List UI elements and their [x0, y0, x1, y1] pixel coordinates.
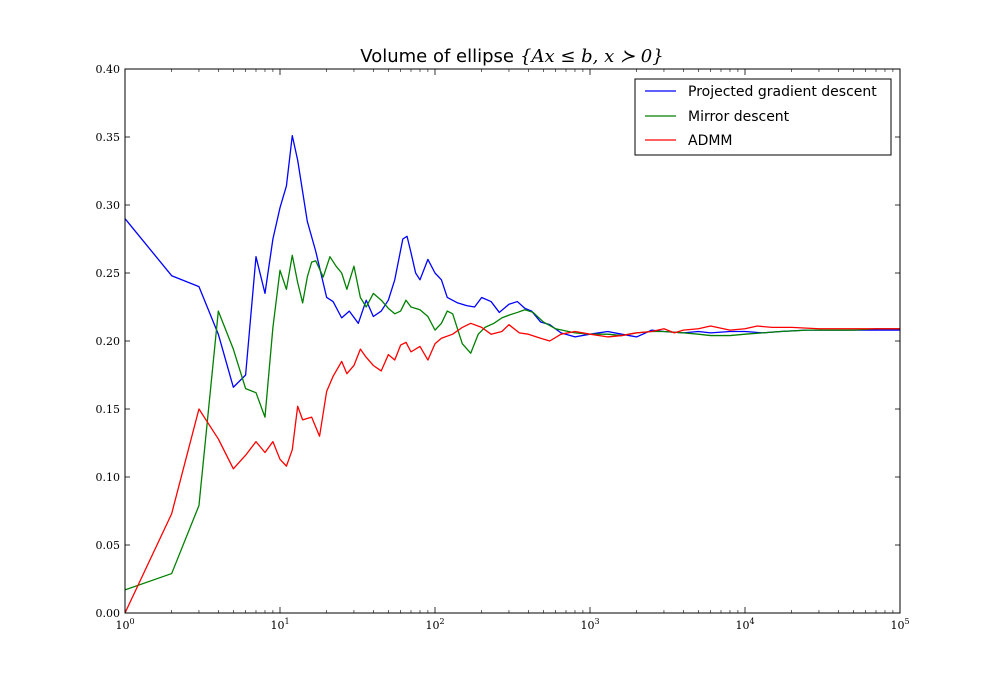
series-line-mirror-descent	[124, 254, 900, 591]
legend-entry-admm: ADMM	[645, 133, 733, 149]
legend-label-mirror-descent: Mirror descent	[688, 109, 790, 125]
x-tick-label: 100	[115, 617, 134, 632]
y-tick-label: 0.10	[96, 471, 121, 484]
y-tick-label: 0.00	[96, 607, 121, 620]
legend-entry-mirror-descent: Mirror descent	[645, 109, 790, 125]
plot-layer	[124, 134, 900, 614]
x-tick-label: 101	[270, 617, 289, 632]
x-tick-label: 102	[425, 617, 444, 632]
x-tick-label: 105	[890, 617, 909, 632]
chart-title-text: Volume of ellipse	[360, 46, 514, 67]
legend-label-projected-gradient-descent: Projected gradient descent	[688, 84, 877, 100]
legend-box	[634, 78, 892, 156]
legend-entry-projected-gradient-descent: Projected gradient descent	[645, 84, 877, 100]
legend-label-admm: ADMM	[688, 133, 733, 149]
y-tick-label: 0.20	[96, 335, 121, 348]
x-tick-label: 103	[580, 617, 599, 632]
chart-title: Volume of ellipse {Ax ≤ b, x ≻ 0}	[360, 46, 663, 67]
y-tick-label: 0.05	[96, 539, 121, 552]
y-tick-label: 0.30	[96, 199, 121, 212]
y-tick-label: 0.35	[96, 131, 121, 144]
series-line-projected-gradient-descent	[124, 134, 900, 388]
y-tick-label: 0.40	[96, 63, 121, 76]
x-tick-label: 104	[735, 617, 754, 632]
y-tick-label: 0.15	[96, 403, 121, 416]
ticks-layer: 0.00 0.05 0.10 0.15 0.20 0.25 0.30 0.35 0.40 100 1…	[96, 63, 910, 632]
y-tick-label: 0.25	[96, 267, 121, 280]
series-line-admm	[124, 322, 900, 614]
legend: Projected gradient descent Mirror descen…	[634, 78, 892, 156]
chart-title-math: {Ax ≤ b, x ≻ 0}	[520, 46, 664, 67]
